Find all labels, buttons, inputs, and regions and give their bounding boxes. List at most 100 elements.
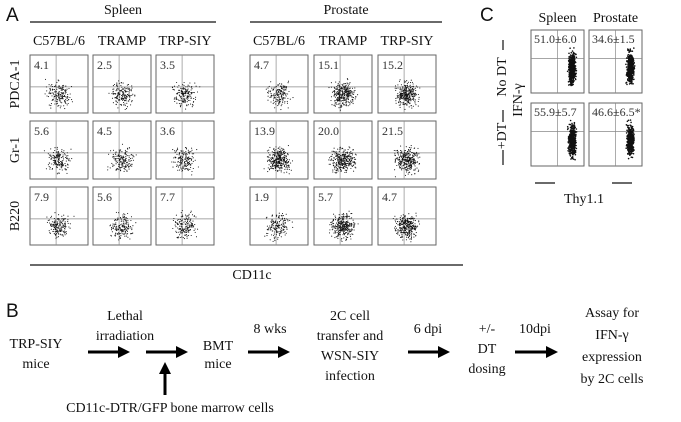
event-dot — [55, 233, 57, 235]
event-dot — [334, 153, 336, 155]
event-dot — [343, 154, 345, 156]
event-dot — [118, 152, 120, 154]
event-dot — [125, 158, 127, 160]
event-dot — [277, 238, 279, 240]
event-dot — [349, 94, 351, 96]
event-dot — [56, 222, 58, 224]
event-dot — [174, 161, 176, 163]
event-dot — [114, 223, 116, 225]
event-dot — [271, 87, 273, 89]
event-dot — [329, 224, 331, 226]
event-dot — [402, 232, 404, 234]
event-dot — [190, 164, 192, 166]
event-dot — [276, 90, 278, 92]
event-dot — [570, 76, 573, 78]
event-dot — [125, 160, 127, 162]
event-dot — [189, 168, 191, 170]
event-dot — [349, 234, 351, 236]
event-dot — [279, 92, 281, 94]
event-dot — [625, 63, 627, 66]
event-dot — [335, 170, 337, 172]
event-dot — [340, 160, 342, 162]
event-dot — [174, 224, 176, 226]
event-dot — [276, 230, 278, 232]
event-dot — [61, 87, 63, 89]
event-dot — [186, 89, 188, 91]
event-dot — [347, 94, 350, 96]
event-dot — [62, 234, 64, 236]
event-dot — [66, 172, 68, 174]
event-dot — [185, 108, 187, 110]
event-dot — [68, 158, 70, 160]
event-dot — [345, 229, 347, 231]
event-dot — [414, 169, 416, 171]
event-dot — [395, 87, 397, 89]
event-dot — [186, 220, 189, 222]
event-dot — [401, 102, 403, 104]
event-dot — [280, 149, 282, 151]
event-dot — [186, 101, 188, 103]
event-dot — [405, 161, 407, 163]
event-dot — [191, 153, 193, 155]
event-dot — [403, 99, 405, 101]
event-dot — [404, 218, 406, 220]
event-dot — [115, 211, 117, 213]
event-dot — [272, 163, 274, 165]
event-dot — [285, 156, 287, 158]
event-dot — [187, 158, 189, 160]
event-dot — [342, 147, 344, 149]
event-dot — [61, 230, 63, 232]
event-dot — [117, 87, 119, 89]
event-dot — [411, 228, 413, 230]
event-dot — [49, 87, 51, 90]
event-dot — [127, 163, 129, 165]
event-dot — [404, 219, 406, 222]
event-dot — [175, 96, 177, 98]
event-dot — [185, 226, 187, 228]
event-dot — [339, 161, 341, 163]
event-dot — [286, 100, 288, 102]
event-dot — [413, 217, 415, 219]
event-dot — [348, 210, 350, 212]
event-dot — [181, 159, 184, 161]
event-dot — [335, 166, 337, 169]
event-dot — [126, 88, 128, 90]
event-dot — [63, 218, 65, 220]
event-dot — [112, 225, 114, 227]
event-dot — [335, 163, 337, 165]
event-dot — [274, 149, 276, 151]
event-dot — [328, 232, 331, 234]
event-dot — [273, 95, 275, 97]
event-dot — [345, 89, 347, 91]
event-dot — [54, 156, 56, 158]
event-dot — [286, 171, 288, 173]
event-dot — [344, 159, 346, 161]
event-dot — [341, 156, 343, 158]
event-dot — [287, 161, 289, 163]
event-dot — [407, 93, 409, 95]
event-dot — [54, 212, 56, 214]
flow-plot: 21.5 — [377, 120, 437, 180]
event-dot — [269, 96, 271, 99]
event-dot — [407, 88, 409, 90]
event-dot — [343, 162, 345, 164]
event-dot — [56, 95, 58, 97]
event-dot — [123, 226, 125, 228]
event-dot — [571, 57, 574, 60]
event-dot — [124, 94, 127, 96]
event-dot — [346, 230, 349, 232]
event-dot — [271, 215, 273, 217]
event-dot — [56, 221, 58, 223]
event-dot — [410, 163, 412, 165]
event-dot — [54, 147, 56, 149]
event-dot — [572, 52, 575, 54]
event-dot — [124, 97, 126, 99]
event-dot — [180, 103, 182, 105]
event-dot — [120, 224, 122, 226]
event-dot — [118, 150, 120, 152]
event-dot — [125, 226, 127, 228]
event-dot — [122, 214, 124, 216]
event-dot — [112, 88, 114, 90]
event-dot — [126, 161, 129, 163]
event-dot — [353, 170, 355, 172]
